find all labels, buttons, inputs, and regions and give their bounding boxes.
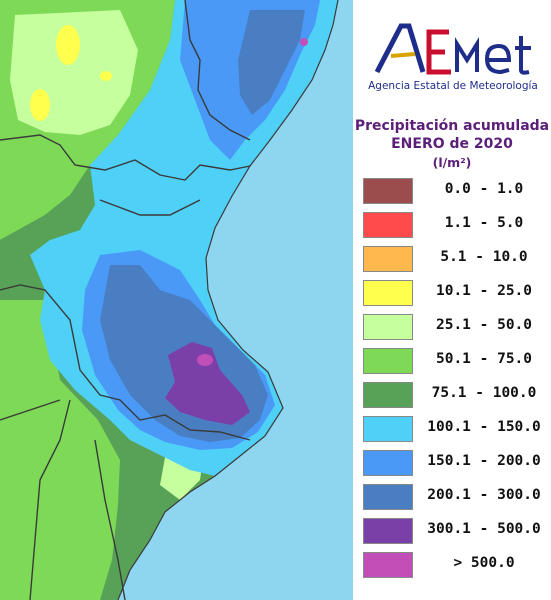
legend-panel: Agencia Estatal de Meteorología Precipit… [353, 0, 551, 600]
legend-item: 5.1 - 10.0 [353, 246, 551, 274]
legend-period: ENERO de 2020 [391, 136, 513, 152]
legend-swatch [363, 416, 413, 442]
legend-item: 50.1 - 75.0 [353, 348, 551, 376]
legend-swatch [363, 484, 413, 510]
legend-swatch [363, 518, 413, 544]
legend-range-label: 25.1 - 50.0 [435, 317, 533, 333]
logo-e-letter [426, 29, 451, 75]
legend-title: Precipitación acumulada [354, 118, 550, 134]
legend-range-label: 50.1 - 75.0 [435, 351, 533, 367]
legend-swatch [363, 212, 413, 238]
legend-range-label: 100.1 - 150.0 [427, 419, 541, 435]
zone-10-25-c [100, 71, 112, 81]
legend-range-label: 300.1 - 500.0 [427, 521, 541, 537]
legend-range-label: 1.1 - 5.0 [444, 215, 524, 231]
legend-swatch [363, 552, 413, 578]
border-lines [0, 0, 251, 600]
logo-met-letters [455, 36, 531, 75]
legend-item: 200.1 - 300.0 [353, 484, 551, 512]
zone-10-25-b [30, 89, 50, 121]
legend-unit: (l/m²) [432, 155, 472, 170]
legend-item: > 500.0 [353, 552, 551, 580]
legend-range-label: 5.1 - 10.0 [440, 249, 528, 265]
legend-swatch [363, 246, 413, 272]
legend-item: 150.1 - 200.0 [353, 450, 551, 478]
zone-300-500 [165, 342, 250, 425]
logo-a-bar [390, 52, 416, 58]
zone-75-100-band [0, 195, 90, 270]
legend-swatch [363, 280, 413, 306]
legend-item: 1.1 - 5.0 [353, 212, 551, 240]
legend-range-label: 75.1 - 100.0 [431, 385, 537, 401]
legend-swatch [363, 382, 413, 408]
coastline [117, 0, 339, 600]
legend-item: 10.1 - 25.0 [353, 280, 551, 308]
sea [118, 0, 353, 600]
aemet-logo [374, 23, 531, 75]
zone-gt-500-b [300, 38, 308, 46]
legend-swatch [363, 450, 413, 476]
legend-item: 25.1 - 50.0 [353, 314, 551, 342]
legend-range-label: > 500.0 [453, 555, 515, 571]
legend-swatch [363, 178, 413, 204]
precipitation-map [0, 0, 353, 600]
legend-item: 100.1 - 150.0 [353, 416, 551, 444]
legend-range-label: 200.1 - 300.0 [427, 487, 541, 503]
legend-range-label: 150.1 - 200.0 [427, 453, 541, 469]
logo-a-letter [374, 23, 426, 74]
zone-50-75-south [0, 300, 120, 600]
legend-swatch [363, 348, 413, 374]
legend-item: 0.0 - 1.0 [353, 178, 551, 206]
agency-name: Agencia Estatal de Meteorología [368, 80, 538, 92]
legend-item: 300.1 - 500.0 [353, 518, 551, 546]
legend-range-label: 0.0 - 1.0 [444, 181, 524, 197]
legend-range-label: 10.1 - 25.0 [435, 283, 533, 299]
zone-10-25-a [56, 25, 80, 65]
legend-item: 75.1 - 100.0 [353, 382, 551, 410]
zone-gt-500 [197, 354, 213, 366]
legend-swatch [363, 314, 413, 340]
zone-200-300-north [238, 10, 305, 115]
